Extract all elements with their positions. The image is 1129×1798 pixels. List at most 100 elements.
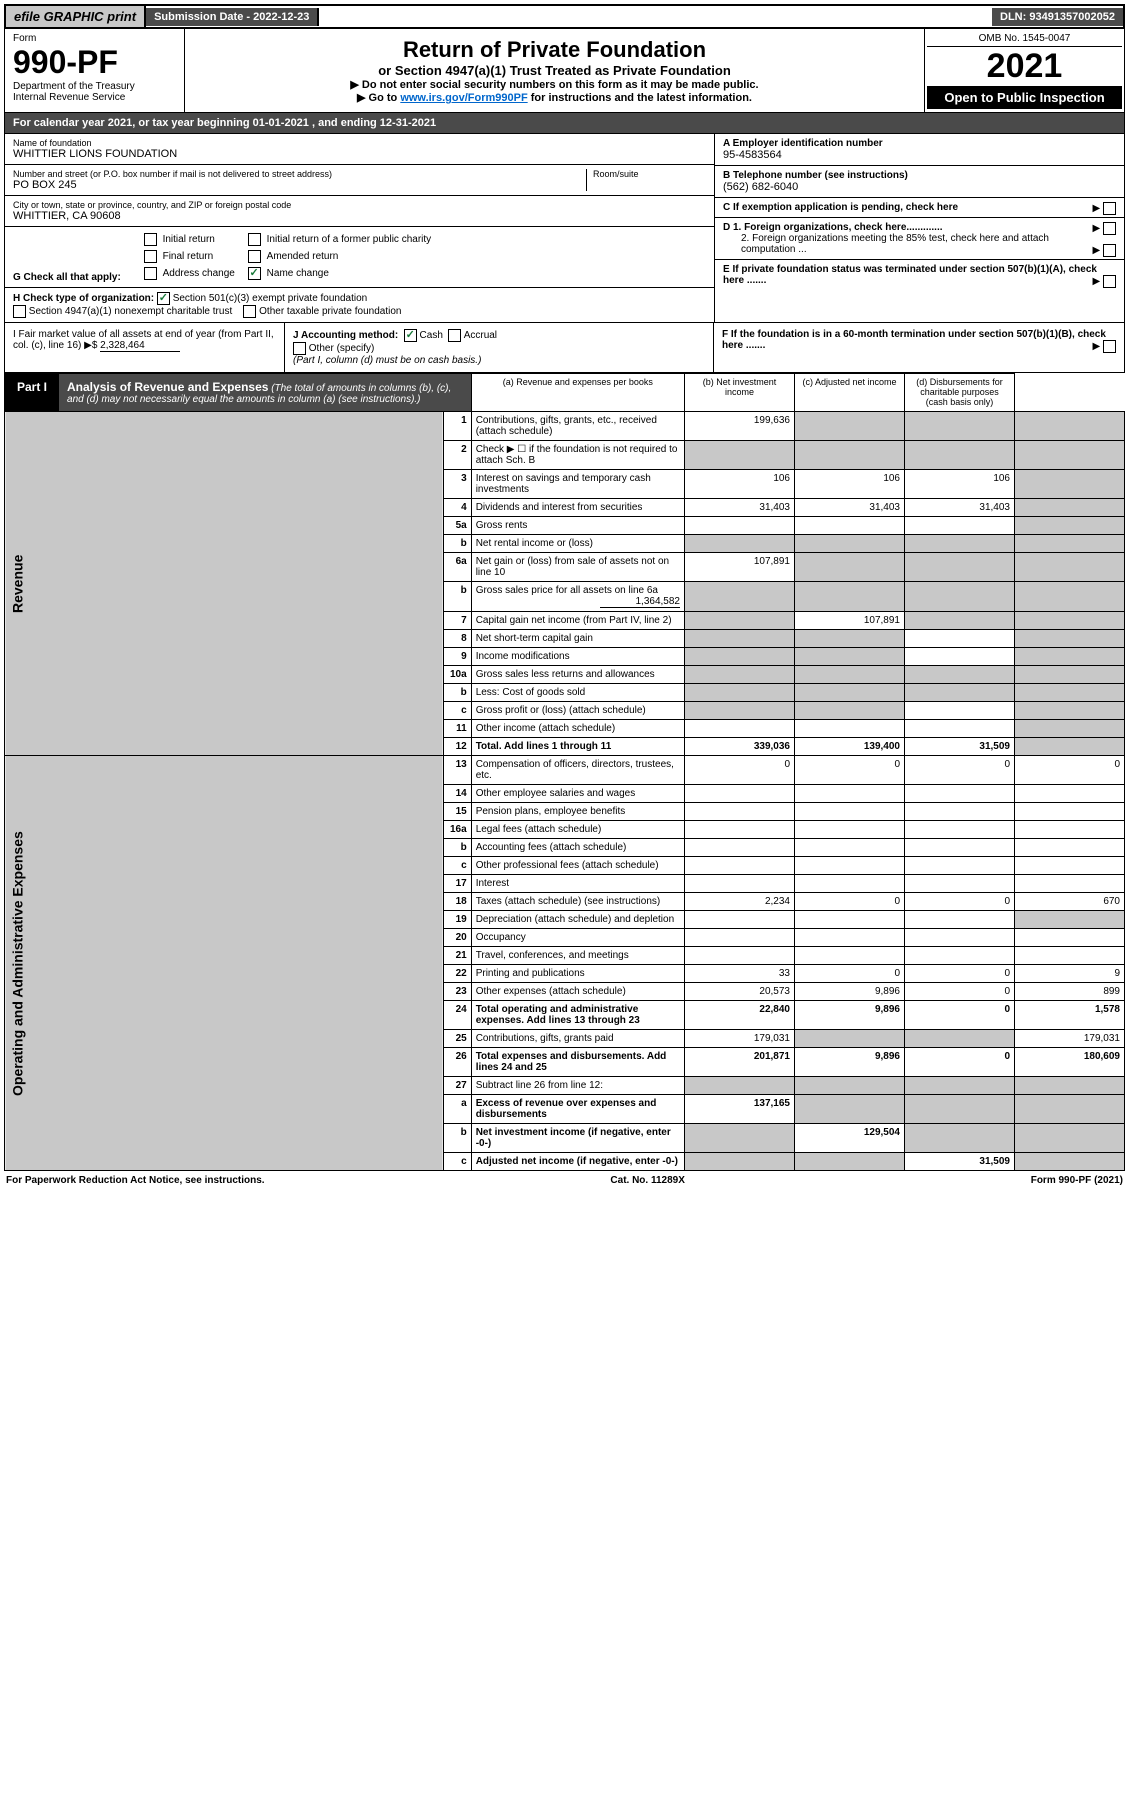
address-cell: Number and street (or P.O. box number if… [5,165,714,196]
line-description: Legal fees (attach schedule) [471,821,684,839]
amount-cell [1015,875,1125,893]
name-cell: Name of foundation WHITTIER LIONS FOUNDA… [5,134,714,165]
cb-85pct[interactable] [1103,244,1116,257]
header-right: OMB No. 1545-0047 2021 Open to Public In… [924,29,1124,112]
amount-cell [685,666,795,684]
line-number: 17 [443,875,471,893]
c-cell: C If exemption application is pending, c… [715,198,1124,218]
amount-cell [1015,785,1125,803]
amount-cell [1015,666,1125,684]
cb-initial-former[interactable]: Initial return of a former public charit… [248,231,432,248]
amount-cell [905,911,1015,929]
amount-cell: 0 [905,1001,1015,1030]
line-description: Depreciation (attach schedule) and deple… [471,911,684,929]
amount-cell [685,441,795,470]
amount-cell [1015,535,1125,553]
amount-cell [795,857,905,875]
line-description: Other income (attach schedule) [471,720,684,738]
amount-cell [905,684,1015,702]
cb-amended-return[interactable]: Amended return [248,248,432,265]
amount-cell: 201,871 [685,1048,795,1077]
entity-info: Name of foundation WHITTIER LIONS FOUNDA… [4,134,1125,323]
line-number: 7 [443,612,471,630]
amount-cell: 0 [1015,756,1125,785]
cb-exemption-pending[interactable] [1103,202,1116,215]
line-description: Other expenses (attach schedule) [471,983,684,1001]
amount-cell: 20,573 [685,983,795,1001]
cb-501c3[interactable] [157,292,170,305]
amount-cell [905,875,1015,893]
cb-terminated[interactable] [1103,275,1116,288]
irs-link[interactable]: www.irs.gov/Form990PF [400,92,527,104]
opt-name: Name change [267,268,329,279]
instr2-post: for instructions and the latest informat… [528,92,752,104]
line-number: 22 [443,965,471,983]
cb-4947[interactable] [13,305,26,318]
amount-cell [685,612,795,630]
cb-other-taxable[interactable] [243,305,256,318]
cb-final-return[interactable]: Final return [144,248,235,265]
cb-cash[interactable] [404,329,417,342]
i-cell: I Fair market value of all assets at end… [5,323,285,372]
amount-cell [795,839,905,857]
amount-cell [795,412,905,441]
line-description: Excess of revenue over expenses and disb… [471,1095,684,1124]
amount-cell [795,911,905,929]
footer-mid: Cat. No. 11289X [610,1175,684,1186]
cb-foreign[interactable] [1103,222,1116,235]
fmv-value: 2,328,464 [100,340,180,352]
cb-other-method[interactable] [293,342,306,355]
line-number: 11 [443,720,471,738]
amount-cell: 31,509 [905,738,1015,756]
amount-cell: 9 [1015,965,1125,983]
revenue-section-label: Revenue [5,412,444,756]
line-description: Contributions, gifts, grants, etc., rece… [471,412,684,441]
line-description: Total expenses and disbursements. Add li… [471,1048,684,1077]
line-number: 4 [443,499,471,517]
amount-cell: 180,609 [1015,1048,1125,1077]
line-description: Adjusted net income (if negative, enter … [471,1153,684,1171]
line-number: 21 [443,947,471,965]
cb-name-change[interactable]: Name change [248,265,432,282]
amount-cell [685,947,795,965]
amount-cell [795,648,905,666]
part1-title: Analysis of Revenue and Expenses [67,380,268,394]
e-label: E If private foundation status was termi… [723,264,1097,286]
amount-cell [905,929,1015,947]
j-note: (Part I, column (d) must be on cash basi… [293,355,481,366]
amount-cell: 179,031 [685,1030,795,1048]
d-cell: D 1. Foreign organizations, check here..… [715,218,1124,260]
line-number: 24 [443,1001,471,1030]
line-number: 18 [443,893,471,911]
line-number: 10a [443,666,471,684]
line-description: Net short-term capital gain [471,630,684,648]
line-number: c [443,1153,471,1171]
amount-cell [795,441,905,470]
cb-60month[interactable] [1103,340,1116,353]
opt-amended: Amended return [267,251,339,262]
amount-cell [685,535,795,553]
cb-initial-return[interactable]: Initial return [144,231,235,248]
amount-cell: 0 [795,965,905,983]
col-c-header: (c) Adjusted net income [795,374,905,412]
cb-address-change[interactable]: Address change [144,265,235,282]
g-check-row: G Check all that apply: Initial return F… [5,227,714,288]
main-title: Return of Private Foundation [193,37,916,63]
efile-print-button[interactable]: efile GRAPHIC print [6,6,146,27]
instruction-1: ▶ Do not enter social security numbers o… [193,78,916,91]
amount-cell [1015,630,1125,648]
line-number: 15 [443,803,471,821]
footer-right: Form 990-PF (2021) [1031,1175,1123,1186]
entity-right: A Employer identification number 95-4583… [714,134,1124,322]
amount-cell [795,1030,905,1048]
amount-cell: 107,891 [795,612,905,630]
col-b-header: (b) Net investment income [685,374,795,412]
amount-cell [795,875,905,893]
amount-cell [1015,582,1125,612]
cb-accrual[interactable] [448,329,461,342]
dept-label: Department of the Treasury [13,81,176,92]
amount-cell [795,702,905,720]
amount-cell [795,535,905,553]
subtitle: or Section 4947(a)(1) Trust Treated as P… [193,63,916,78]
line-number: 3 [443,470,471,499]
